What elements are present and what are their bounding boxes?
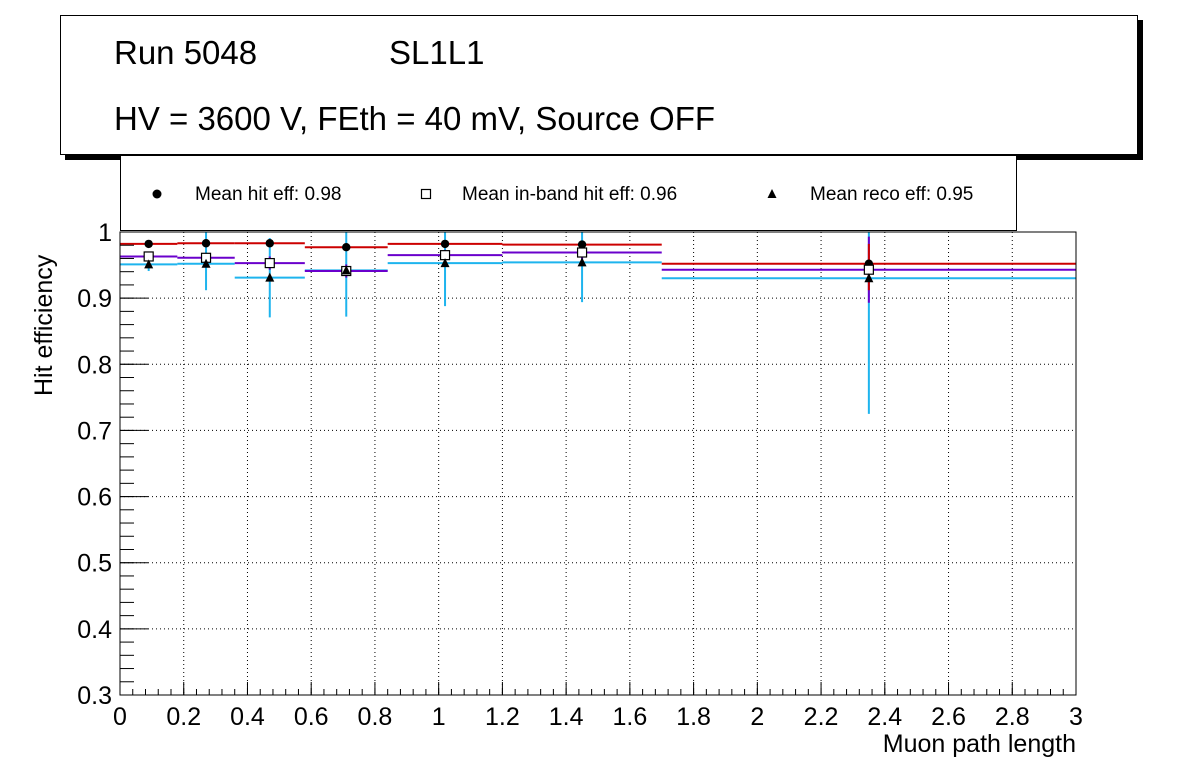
marker-reco <box>864 273 874 283</box>
legend: Mean hit eff: 0.98 Mean in-band hit eff:… <box>120 156 1017 231</box>
x-tick-label: 2.2 <box>804 703 839 731</box>
data-points <box>143 239 874 283</box>
marker-reco <box>201 258 211 268</box>
marker-inband <box>264 257 275 269</box>
y-tick-label: 0.9 <box>77 285 112 313</box>
x-tick-label: 0.2 <box>166 703 201 731</box>
x-tick-label: 3 <box>1069 703 1083 731</box>
marker-inband <box>576 247 588 258</box>
marker-reco <box>341 265 351 275</box>
legend-marker-hit <box>152 189 162 199</box>
bin-lines <box>120 232 1076 414</box>
x-tick-label: 2.4 <box>867 703 902 731</box>
x-tick-label: 1.4 <box>549 703 584 731</box>
conditions-label: HV = 3600 V, FEth = 40 mV, Source OFF <box>114 100 716 137</box>
x-tick-label: 2.8 <box>995 703 1030 731</box>
x-axis-label: Muon path length <box>883 730 1076 758</box>
legend-hit: Mean hit eff: 0.98 <box>195 184 342 205</box>
marker-hit <box>201 239 211 248</box>
y-tick-label: 0.5 <box>77 550 112 578</box>
marker-hit <box>440 239 450 249</box>
run-label: Run 5048 <box>114 34 258 71</box>
y-tick-label: 0.6 <box>77 484 112 512</box>
marker-reco <box>144 259 154 269</box>
y-axis-label: Hit efficiency <box>30 254 58 396</box>
title-box: Run 5048 SL1L1 HV = 3600 V, FEth = 40 mV… <box>60 15 1138 155</box>
marker-reco <box>265 272 275 282</box>
legend-marker-reco <box>767 189 777 198</box>
x-tick-label: 2 <box>750 703 764 731</box>
x-tick-label: 0.8 <box>358 703 393 731</box>
y-tick-label: 0.4 <box>77 616 112 644</box>
x-tick-label: 0.6 <box>294 703 329 731</box>
marker-reco <box>577 257 587 267</box>
marker-reco <box>440 258 450 268</box>
y-tick-label: 1 <box>98 219 112 247</box>
marker-hit <box>265 239 274 248</box>
x-tick-label: 1 <box>432 703 446 731</box>
marker-inband <box>863 264 874 275</box>
x-tick-label: 2.6 <box>931 703 966 731</box>
y-tick-label: 0.3 <box>77 682 112 710</box>
layer-label: SL1L1 <box>389 34 485 71</box>
x-tick-label: 0 <box>113 703 127 731</box>
x-tick-label: 1.6 <box>612 703 647 731</box>
y-tick-label: 0.7 <box>77 417 112 445</box>
x-tick-label: 0.4 <box>230 703 265 731</box>
plot-frame <box>119 231 1077 696</box>
legend-inband: Mean in-band hit eff: 0.96 <box>462 184 678 205</box>
legend-reco: Mean reco eff: 0.95 <box>810 184 974 205</box>
x-tick-label: 1.2 <box>485 703 520 731</box>
marker-hit <box>577 240 587 249</box>
grid <box>120 232 1076 695</box>
axes: 0 0.2 0.4 0.6 0.8 1 1.2 1.4 1.6 1.8 2 2.2 2.4 2.6 2.8 3… <box>77 219 1083 731</box>
marker-hit <box>144 239 153 249</box>
marker-hit <box>342 243 351 252</box>
x-tick-label: 1.8 <box>676 703 711 731</box>
legend-marker-inband <box>420 188 432 200</box>
y-tick-label: 0.8 <box>77 351 112 379</box>
